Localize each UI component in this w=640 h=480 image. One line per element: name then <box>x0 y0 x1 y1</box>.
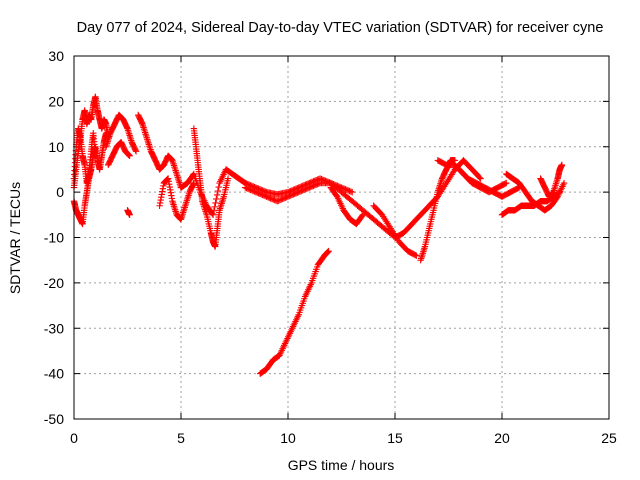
x-tick-label: 10 <box>280 430 296 446</box>
data-point <box>199 198 206 205</box>
series-early-scatter-a <box>70 93 112 182</box>
data-point <box>412 251 419 259</box>
points-layer <box>70 93 568 377</box>
data-point <box>558 161 566 169</box>
y-tick-label: 0 <box>56 184 64 200</box>
data-point <box>477 175 484 182</box>
series-smooth-band-b <box>242 175 399 241</box>
series-arc-4h <box>156 175 198 223</box>
x-axis-label: GPS time / hours <box>288 457 395 473</box>
plot-frame <box>73 55 610 420</box>
y-tick-label: 20 <box>48 93 64 109</box>
y-tick-label: -10 <box>44 230 64 246</box>
y-tick-label: -40 <box>44 366 64 382</box>
y-tick-label: -30 <box>44 320 64 336</box>
chart-title: Day 077 of 2024, Sidereal Day-to-day VTE… <box>77 20 604 36</box>
series-dip-6h <box>199 175 232 250</box>
data-point <box>325 247 332 255</box>
x-tick-label: 0 <box>70 430 78 446</box>
data-point <box>210 207 218 215</box>
y-tick-label: 10 <box>48 139 64 155</box>
series-early-scatter-c <box>70 129 99 191</box>
grid-layer <box>74 56 609 419</box>
series-arc-3h <box>135 111 185 191</box>
data-point <box>132 148 140 155</box>
data-point <box>413 252 420 259</box>
data-point <box>224 175 232 182</box>
data-point <box>126 211 133 219</box>
x-tick-label: 25 <box>601 430 617 446</box>
series-cluster-21h <box>503 170 568 214</box>
x-tick-label: 20 <box>494 430 510 446</box>
series-descent-14h <box>370 202 420 259</box>
x-tick-label: 5 <box>177 430 185 446</box>
y-tick-label: -50 <box>44 411 64 427</box>
y-tick-label: 30 <box>48 48 64 64</box>
data-point <box>209 211 217 219</box>
data-point <box>214 187 222 195</box>
series-steep-rise <box>256 247 332 377</box>
series-morning-arc <box>102 111 140 155</box>
series-spike-5-6h <box>190 125 206 205</box>
data-point <box>215 183 222 191</box>
data-point <box>126 152 133 160</box>
series-morning-arc-b <box>105 139 133 169</box>
series-tail-22h <box>537 161 566 200</box>
series-descent-12h <box>327 184 367 228</box>
data-point <box>213 191 221 199</box>
data-point <box>213 195 220 203</box>
data-point <box>502 180 509 187</box>
data-point <box>92 152 99 160</box>
data-point <box>476 174 483 181</box>
data-point <box>347 188 355 195</box>
data-point <box>212 199 219 207</box>
data-point <box>560 179 568 187</box>
series-arc-18h <box>456 166 523 200</box>
data-point <box>349 188 356 196</box>
tick-layer: 0 5 10 15 20 25 -50 -40 -30 -20 -10 0 10 20 30 <box>44 48 617 446</box>
y-axis-label: SDTVAR / TECUs <box>7 182 23 294</box>
x-tick-label: 15 <box>387 430 403 446</box>
series-outliers <box>124 207 133 219</box>
data-point <box>358 212 366 220</box>
data-point <box>211 203 218 211</box>
data-point <box>359 211 367 219</box>
y-tick-label: -20 <box>44 275 64 291</box>
data-point <box>503 179 510 187</box>
